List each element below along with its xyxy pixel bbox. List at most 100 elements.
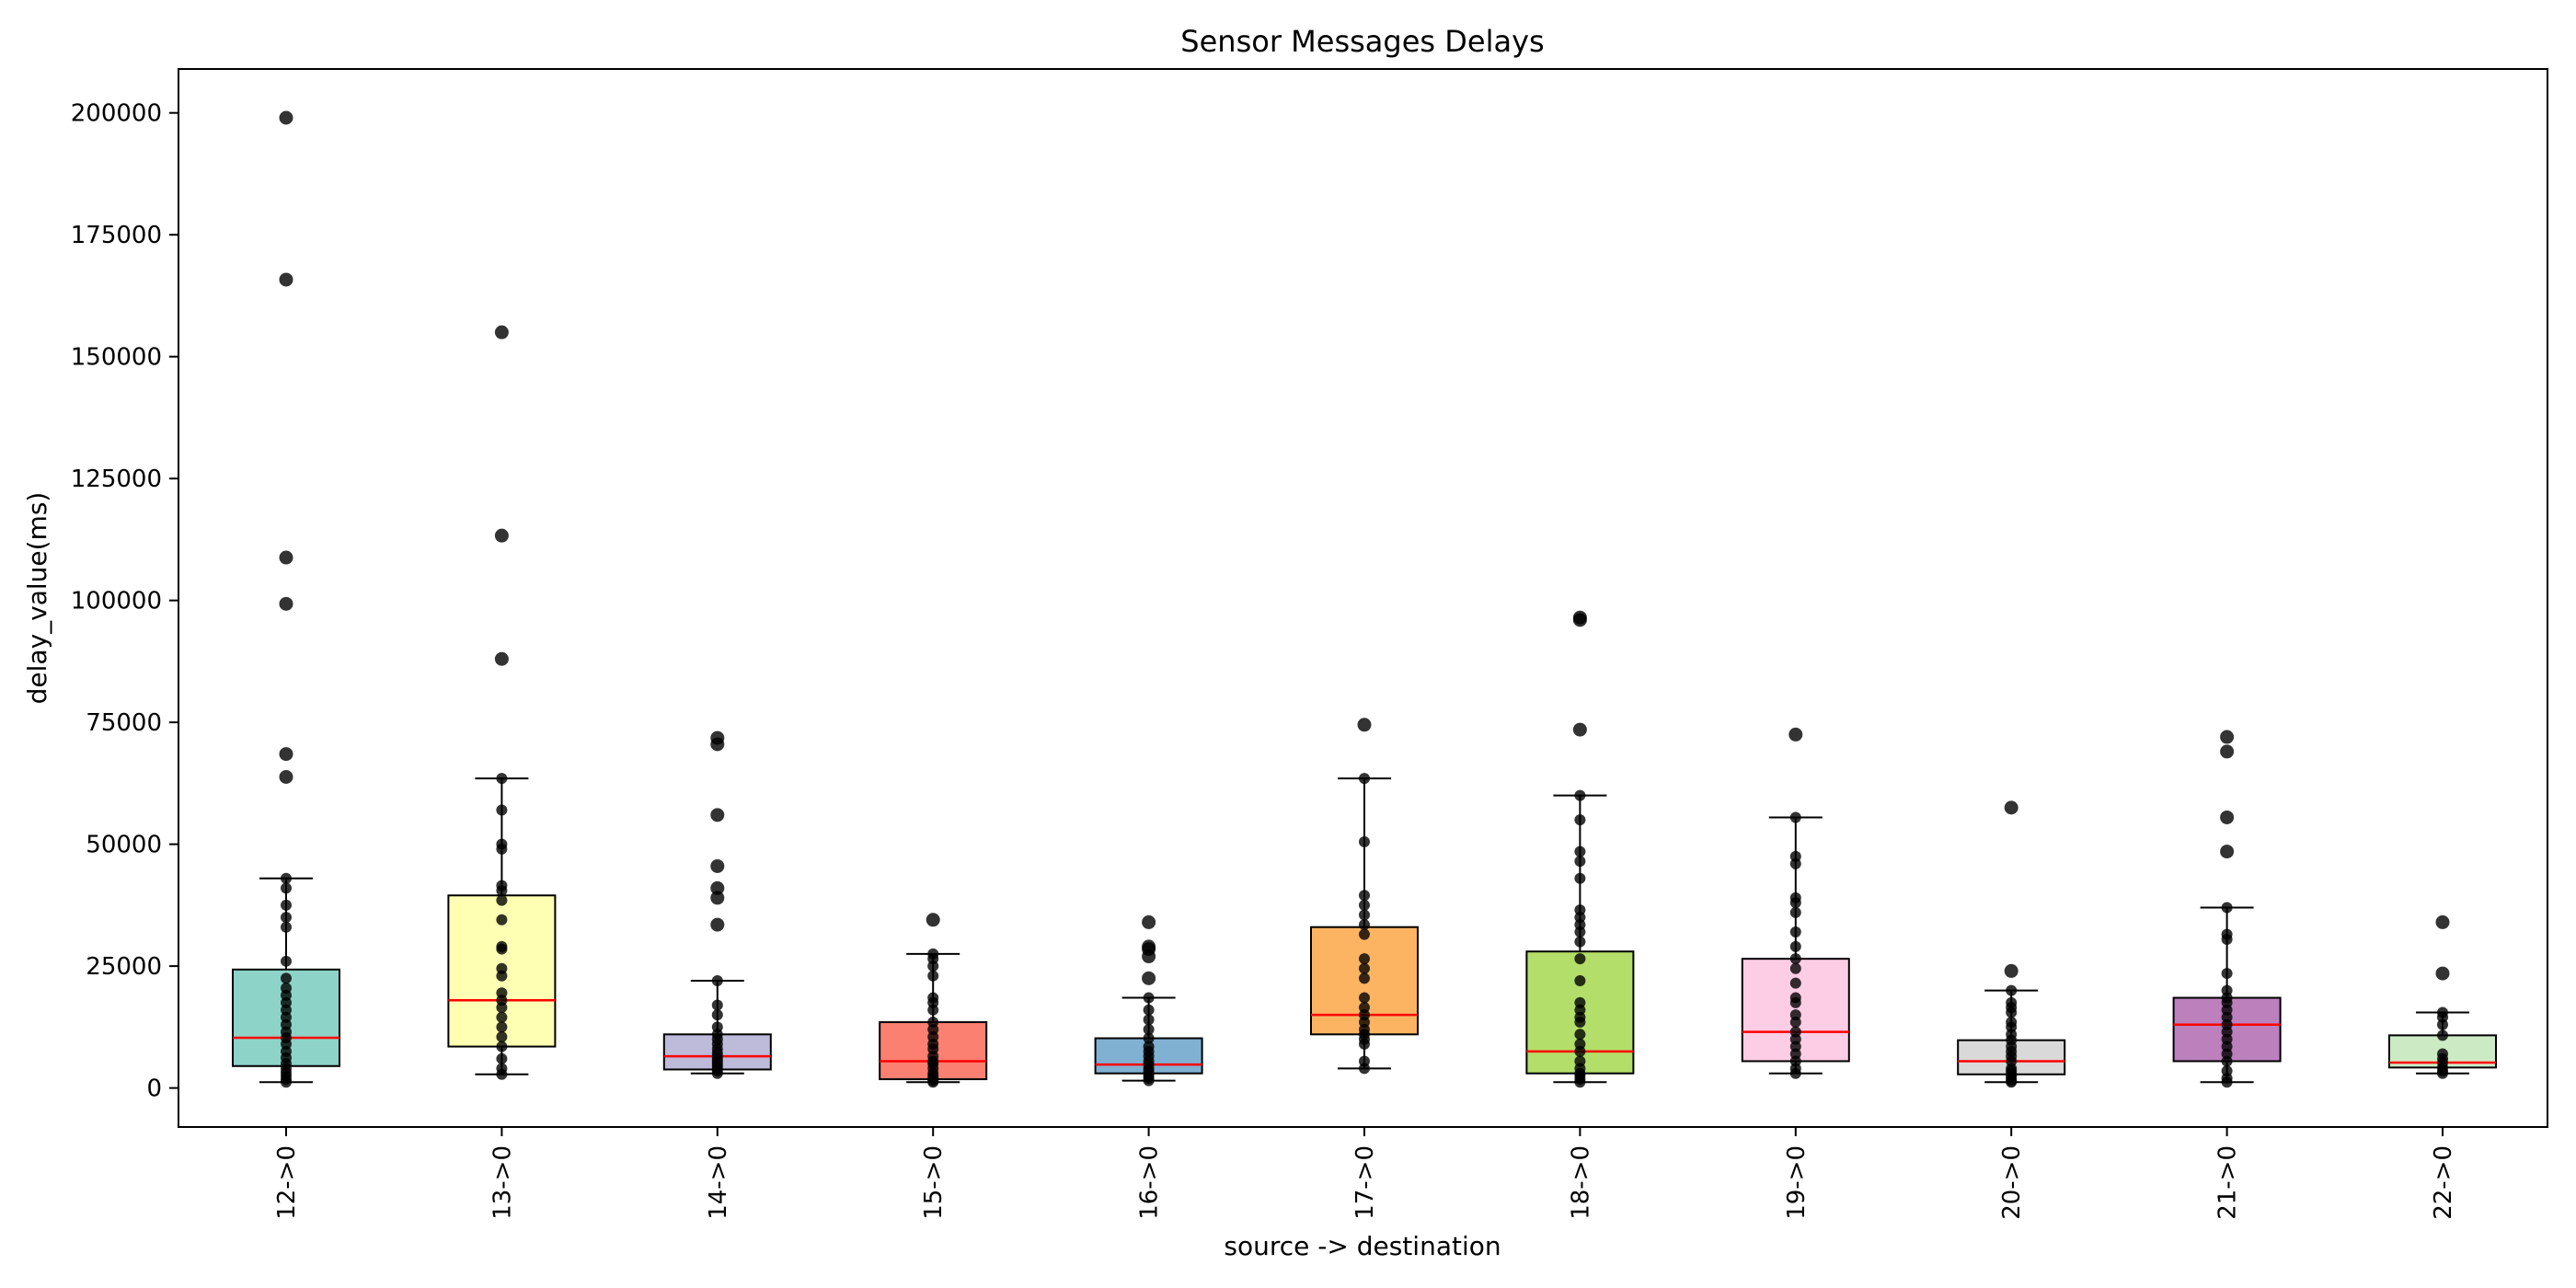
data-point xyxy=(1789,962,1801,974)
data-point xyxy=(281,982,292,994)
box-group xyxy=(1741,727,1850,1079)
data-point xyxy=(2221,1065,2233,1077)
data-point xyxy=(1143,1032,1155,1044)
data-point xyxy=(1574,1038,1586,1050)
plot-marks xyxy=(232,110,2497,1088)
box-group xyxy=(232,110,340,1088)
data-point xyxy=(496,894,508,906)
data-point xyxy=(1143,1014,1155,1026)
data-point xyxy=(281,921,292,933)
data-point xyxy=(711,1021,723,1033)
x-axis-label: source -> destination xyxy=(1224,1231,1501,1261)
data-point xyxy=(1789,891,1801,903)
y-tick-label: 125000 xyxy=(71,466,162,493)
box-group xyxy=(1310,718,1419,1075)
outlier-point xyxy=(710,917,725,932)
outlier-point xyxy=(279,769,293,784)
x-tick-label: 14->0 xyxy=(705,1145,732,1220)
data-point xyxy=(281,955,292,967)
data-point xyxy=(496,838,508,850)
data-point xyxy=(496,1063,508,1075)
data-point xyxy=(1574,1029,1586,1041)
data-point xyxy=(2221,968,2233,980)
outlier-point xyxy=(2004,800,2018,815)
data-point xyxy=(1143,1004,1155,1016)
data-point xyxy=(496,1011,508,1023)
data-point xyxy=(1789,926,1801,938)
data-point xyxy=(496,773,508,785)
x-tick-label: 15->0 xyxy=(920,1145,948,1220)
y-tick-label: 150000 xyxy=(71,344,162,372)
y-tick-label: 100000 xyxy=(71,588,162,615)
x-tick-label: 17->0 xyxy=(1351,1145,1379,1220)
box-group xyxy=(1957,800,2066,1088)
outlier-point xyxy=(279,596,293,611)
data-point xyxy=(1359,928,1370,940)
data-point xyxy=(927,948,939,960)
outlier-point xyxy=(2220,744,2235,759)
data-point xyxy=(1574,936,1586,948)
outlier-point xyxy=(1357,718,1372,732)
outlier-point xyxy=(710,891,725,905)
outlier-point xyxy=(2220,845,2235,859)
box-group xyxy=(879,913,988,1088)
box-group xyxy=(2172,730,2282,1088)
data-point xyxy=(496,914,508,926)
outlier-point xyxy=(494,325,509,339)
data-point xyxy=(281,872,292,884)
outlier-point xyxy=(494,528,509,543)
data-point xyxy=(1359,835,1370,847)
y-tick-label: 50000 xyxy=(86,832,162,859)
data-point xyxy=(496,804,508,816)
y-tick-label: 175000 xyxy=(71,222,162,249)
y-tick-label: 75000 xyxy=(86,709,162,737)
data-point xyxy=(1359,992,1370,1004)
data-point xyxy=(2221,928,2233,940)
outlier-point xyxy=(1572,722,1587,737)
data-point xyxy=(711,999,723,1011)
outlier-point xyxy=(2220,730,2235,744)
outlier-point xyxy=(279,747,293,762)
data-point xyxy=(1574,1055,1586,1067)
data-point xyxy=(1574,872,1586,884)
data-point xyxy=(281,882,292,894)
data-point xyxy=(496,1052,508,1064)
data-point xyxy=(1359,962,1370,974)
data-point xyxy=(2221,902,2233,914)
data-point xyxy=(496,940,508,952)
data-point xyxy=(1574,975,1586,987)
outlier-point xyxy=(1142,939,1156,954)
data-point xyxy=(1359,919,1370,931)
outlier-point xyxy=(2435,914,2450,929)
data-point xyxy=(496,1021,508,1033)
data-point xyxy=(1359,909,1370,921)
data-point xyxy=(1574,904,1586,916)
data-point xyxy=(1359,953,1370,965)
outlier-point xyxy=(926,913,940,927)
data-point xyxy=(2006,1017,2018,1029)
data-point xyxy=(1789,977,1801,989)
outlier-point xyxy=(710,880,725,895)
data-point xyxy=(1574,845,1586,857)
box-group xyxy=(662,730,772,1079)
data-point xyxy=(2437,1029,2448,1041)
outlier-point xyxy=(1142,971,1156,985)
data-point xyxy=(496,1030,508,1042)
data-point xyxy=(1359,1002,1370,1014)
data-point xyxy=(927,970,939,982)
data-point xyxy=(2006,996,2018,1008)
outlier-point xyxy=(710,858,725,873)
data-point xyxy=(1143,1041,1155,1052)
data-point xyxy=(1143,992,1155,1004)
outlier-point xyxy=(1572,610,1587,625)
data-point xyxy=(927,1017,939,1029)
box-group xyxy=(1094,914,1203,1087)
box-group xyxy=(447,325,557,1080)
data-point xyxy=(711,975,723,987)
outlier-point xyxy=(279,110,293,125)
x-tick-label: 18->0 xyxy=(1567,1145,1594,1220)
data-point xyxy=(1789,953,1801,965)
data-point xyxy=(1574,953,1586,965)
data-point xyxy=(1143,1024,1155,1036)
